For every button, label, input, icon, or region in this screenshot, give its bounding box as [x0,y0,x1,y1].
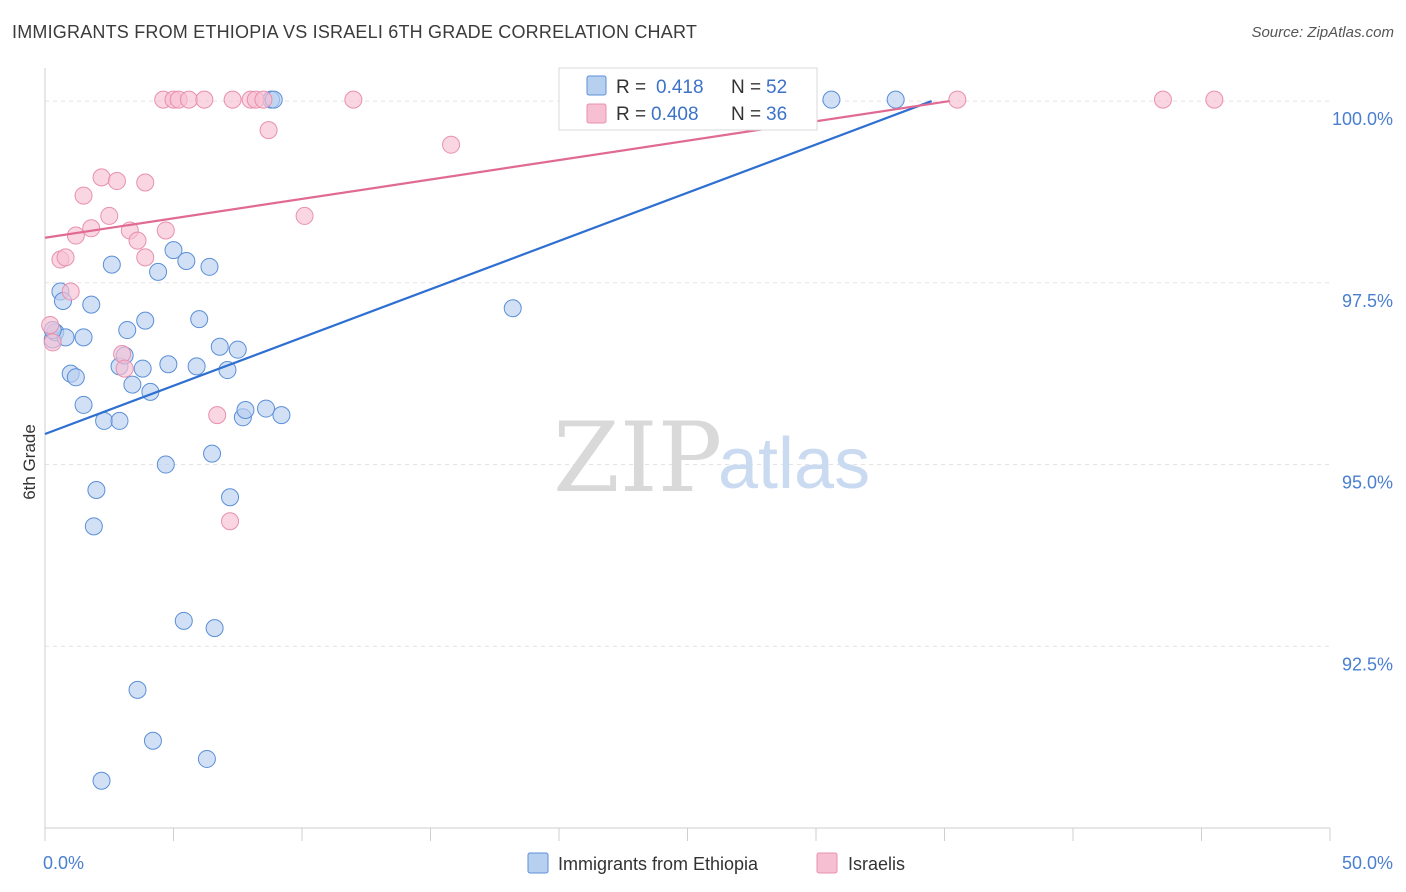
point-ethiopia-46 [272,406,291,425]
trend-line-ethiopia [44,100,933,436]
point-ethiopia-25 [149,262,168,281]
source-credit: Source: ZipAtlas.com [1251,24,1394,41]
point-ethiopia-11 [87,480,106,499]
point-israelis-8 [92,168,111,187]
point-ethiopia-16 [110,411,129,430]
bottom-legend-ethiopia: Immigrants from Ethiopia [558,854,759,874]
point-ethiopia-33 [197,749,216,768]
point-ethiopia-38 [218,361,237,380]
legend-r-value-2: 0.408 [651,104,699,125]
point-ethiopia-27 [159,355,178,374]
point-israelis-30 [295,206,314,225]
y-tick-label-3: 100.0% [1332,109,1393,129]
point-israelis-10 [107,172,126,191]
x-tick-label-1: 50.0% [1342,853,1393,873]
point-israelis-24 [221,512,240,531]
legend-r-value-1: 0.418 [656,77,704,98]
point-ethiopia-36 [205,619,224,638]
bottom-legend-swatch-blue [527,852,549,874]
point-ethiopia-22 [136,311,155,330]
point-ethiopia-28 [164,241,183,260]
point-ethiopia-9 [82,295,101,314]
y-tick-label-2: 97.5% [1342,291,1393,311]
legend-swatch-blue [586,75,607,96]
point-israelis-35 [1205,90,1224,109]
point-israelis-31 [344,90,363,109]
watermark-zip: ZIP [553,402,722,514]
point-israelis-29 [259,121,278,140]
point-israelis-15 [136,173,155,192]
watermark-atlas: atlas [718,424,870,504]
legend-n-value-1: 52 [766,77,787,98]
y-tick-label-1: 95.0% [1342,473,1393,493]
legend-n-label-1: N = [731,77,761,98]
point-ethiopia-50 [886,90,905,109]
point-ethiopia-49 [822,90,841,109]
point-ethiopia-34 [200,257,219,276]
point-ethiopia-47 [503,299,522,318]
point-ethiopia-43 [257,399,276,418]
point-israelis-23 [208,406,227,425]
y-tick-label-0: 92.5% [1342,654,1393,674]
point-israelis-34 [1153,90,1172,109]
legend-n-value-2: 36 [766,104,787,125]
point-ethiopia-31 [187,357,206,376]
point-israelis-14 [128,231,147,250]
point-ethiopia-19 [123,375,142,394]
point-israelis-6 [74,186,93,205]
bottom-legend-swatch-pink [816,852,838,874]
point-israelis-7 [82,219,101,238]
point-ethiopia-18 [118,321,137,340]
point-ethiopia-37 [210,337,229,356]
point-ethiopia-30 [177,252,196,270]
tick-labels: 92.5% 95.0% 97.5% 100.0% 0.0% 50.0% [43,109,1393,873]
x-tick-label-0: 0.0% [43,853,84,873]
point-israelis-12 [115,359,134,378]
point-ethiopia-14 [102,255,121,274]
point-ethiopia-40 [228,340,247,359]
point-israelis-5 [66,226,85,245]
point-israelis-9 [100,206,119,225]
point-ethiopia-7 [74,395,93,414]
series-ethiopia-points [43,90,905,790]
point-israelis-17 [156,221,175,240]
point-ethiopia-6 [66,368,85,387]
point-israelis-32 [442,135,461,154]
bottom-legend-israelis: Israelis [848,854,905,874]
point-israelis-16 [136,248,155,267]
point-israelis-25 [223,90,242,109]
point-israelis-4 [61,282,80,301]
point-ethiopia-29 [174,611,193,630]
point-israelis-33 [948,90,967,109]
point-ethiopia-10 [84,517,103,536]
legend-r-label-2: R = [616,104,646,125]
point-israelis-21 [179,90,198,109]
legend-swatch-pink [586,103,607,124]
point-ethiopia-20 [128,680,147,699]
stats-legend: R = 0.418 N = 52 R = 0.408 N = 36 [558,67,818,131]
point-ethiopia-12 [92,771,111,790]
grid-lines [45,100,1330,647]
point-ethiopia-26 [156,455,175,474]
chart-title: IMMIGRANTS FROM ETHIOPIA VS ISRAELI 6TH … [12,22,698,42]
point-ethiopia-21 [133,359,152,378]
point-israelis-1 [43,333,62,352]
point-israelis-0 [41,315,60,334]
y-axis-label: 6th Grade [20,424,39,500]
legend-r-label-1: R = [616,77,646,98]
point-ethiopia-35 [203,444,222,463]
series-legend: Immigrants from Ethiopia Israelis [527,852,905,874]
point-israelis-22 [195,90,214,109]
point-israelis-3 [56,248,75,267]
legend-n-label-2: N = [731,104,761,125]
point-ethiopia-39 [221,488,240,507]
point-ethiopia-8 [74,328,93,347]
point-israelis-28 [254,90,273,109]
point-ethiopia-24 [143,731,162,750]
point-ethiopia-32 [190,310,209,329]
point-ethiopia-42 [236,401,255,420]
axes [44,68,1331,841]
